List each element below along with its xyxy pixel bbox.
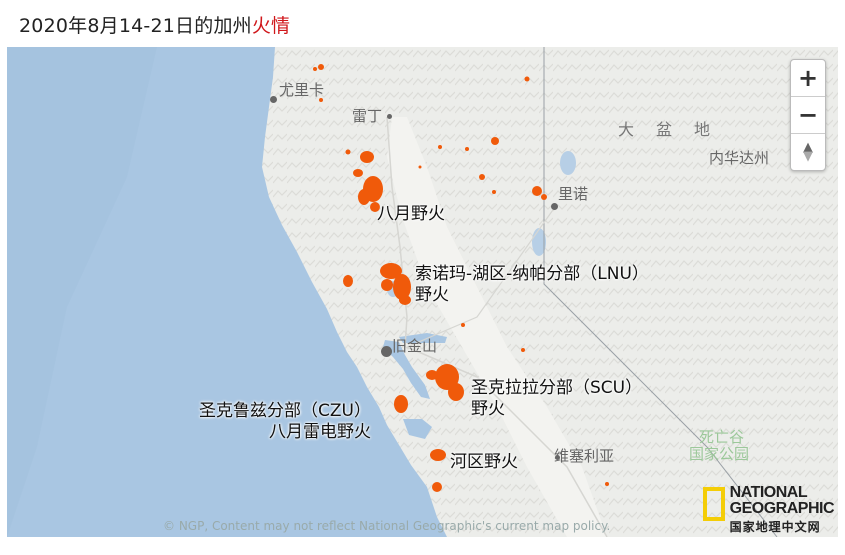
state-border — [543, 47, 778, 537]
zoom-out-button[interactable]: − — [791, 97, 825, 134]
czu-fire-area — [394, 395, 408, 413]
fire-areas — [313, 64, 609, 492]
fire-label-river: 河区野火 — [450, 452, 518, 472]
compass-down-icon: ▼ — [803, 149, 813, 164]
park-label-line1: 死亡谷 — [699, 428, 745, 446]
region-label-great-basin: 大盆地 — [618, 120, 733, 139]
fire-label-czu-line2: 八月雷电野火 — [268, 422, 371, 442]
fire-label-lnu: 索诺玛-湖区-纳帕分部（LNU） 野火 — [415, 264, 649, 306]
logo-line3: 国家地理中文网 — [729, 520, 821, 534]
city-label-redding: 雷丁 — [352, 107, 383, 125]
natgeo-logo: NATIONAL GEOGRAPHIC 国家地理中文网 — [702, 484, 835, 535]
title-prefix: 2020年8月14-21日的加州 — [19, 15, 252, 37]
reset-north-button[interactable]: ▲ ▼ — [791, 134, 825, 170]
fire-label-czu-line1: 圣克鲁兹分部（CZU） — [199, 401, 371, 421]
map-title: 2020年8月14-21日的加州火情 — [19, 11, 290, 38]
sf-bay — [383, 340, 430, 399]
city-label-san-francisco: 旧金山 — [392, 337, 438, 355]
fire-label-august: 八月野火 — [377, 204, 445, 224]
city-marker-san-francisco[interactable] — [381, 346, 392, 357]
park-label-death-valley: 死亡谷 国家公园 — [689, 429, 749, 463]
title-highlight: 火情 — [251, 15, 291, 37]
river-fire-area — [430, 449, 446, 461]
city-marker-reno[interactable] — [551, 203, 558, 210]
city-label-eureka: 尤里卡 — [279, 81, 325, 99]
fire-label-scu: 圣克拉拉分部（SCU） 野火 — [471, 378, 642, 420]
city-marker-eureka[interactable] — [270, 96, 277, 103]
region-label-nevada: 内华达州 — [709, 149, 770, 167]
fire-label-lnu-line1: 索诺玛-湖区-纳帕分部（LNU） — [415, 264, 649, 284]
zoom-in-button[interactable]: + — [791, 60, 825, 97]
map-canvas[interactable]: 尤里卡 雷丁 里诺 旧金山 维塞利亚 大盆地 内华达州 死亡谷 国家公园 八月野… — [7, 47, 838, 537]
city-marker-redding[interactable] — [387, 114, 392, 119]
city-label-reno: 里诺 — [558, 185, 589, 203]
city-label-visalia: 维塞利亚 — [554, 447, 615, 465]
fire-label-lnu-line2: 野火 — [415, 285, 449, 305]
natgeo-yellow-border-icon — [702, 487, 725, 521]
park-label-line2: 国家公园 — [689, 445, 750, 463]
fire-label-czu: 圣克鲁兹分部（CZU） 八月雷电野火 — [199, 401, 371, 443]
lnu-fire-area — [380, 263, 402, 279]
zoom-control: + − ▲ ▼ — [790, 59, 826, 171]
logo-line1: NATIONAL — [729, 484, 808, 501]
city-marker-visalia[interactable] — [555, 455, 560, 460]
compass-icon: ▲ — [803, 140, 813, 155]
map-terrain — [7, 47, 838, 537]
scu-fire-area — [435, 364, 459, 390]
august-fire-area — [360, 151, 374, 163]
central-valley — [387, 117, 607, 537]
map-credit: © NGP, Content may not reflect National … — [163, 519, 611, 533]
fire-label-scu-line2: 野火 — [471, 399, 505, 419]
fire-label-scu-line1: 圣克拉拉分部（SCU） — [471, 378, 643, 398]
logo-line2: GEOGRAPHIC — [729, 500, 835, 517]
